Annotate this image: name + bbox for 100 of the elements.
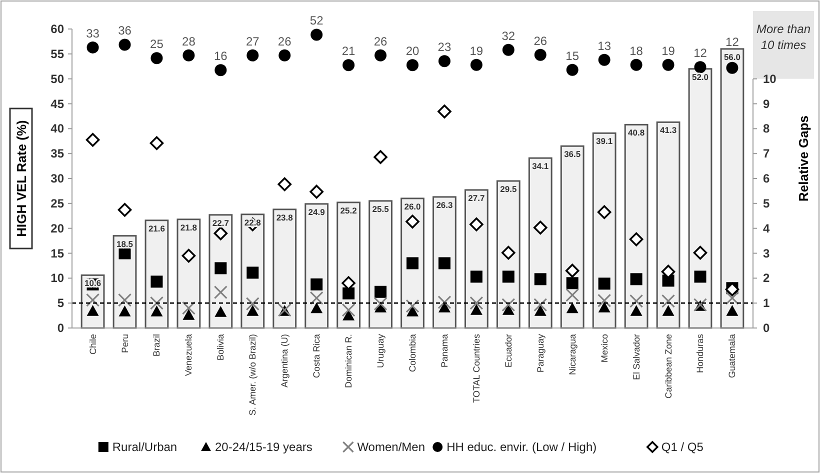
data-label: 29.5 [500,184,517,194]
legend-label: Women/Men [357,440,426,454]
bar [304,203,329,329]
annotation: 19 [662,44,676,58]
point [246,49,259,62]
point [150,276,163,288]
y2-tick-label: 7 [763,146,770,161]
point [374,49,387,62]
y-tick-label: 10 [50,271,64,286]
annotation: 26 [374,34,388,48]
x-tick-label: Guatemala [727,334,738,378]
point [534,305,546,316]
point [86,41,99,54]
x-tick-label: Brazil [152,334,162,357]
annotation: 25 [150,37,164,52]
point [438,257,450,270]
point [150,296,164,310]
x-tick-label: Dominican R. [344,334,354,388]
point [118,306,131,316]
y2-axis-title: Relative Gaps [796,116,811,202]
point [566,277,578,290]
annotation: 32 [502,28,516,43]
y-tick-label: 40 [50,122,64,136]
point [565,264,580,278]
point [214,262,227,274]
point [629,232,644,246]
y-tick-label: 60 [50,22,64,36]
point [438,296,452,310]
data-label: 34.1 [532,161,549,172]
point [214,226,228,240]
data-label: 39.1 [596,136,613,146]
point [598,278,610,290]
point [342,303,356,317]
legend-label: Rural/Urban [112,440,178,454]
point [534,298,548,312]
point [182,49,195,62]
point [406,59,418,72]
y2-tick-label: 2 [763,271,770,286]
legend-label: Q1 / Q5 [661,440,704,454]
data-label: 27.7 [468,192,485,203]
annotation: 27 [246,34,260,48]
point [630,273,642,286]
x-tick-label: Panama [439,334,450,368]
point [598,294,612,308]
bar [592,132,616,329]
point [470,58,482,71]
point [470,217,484,232]
point [182,248,196,263]
point [693,246,708,260]
point [214,306,227,317]
x-tick-label: Paraguay [535,334,546,373]
point [118,247,131,260]
x-tick-label: Nicaragua [567,334,578,376]
x-tick-label: TOTAL Countries [471,334,482,403]
point [374,286,387,298]
x-tick-label: Venezuela [184,334,194,376]
point [406,214,420,229]
point [86,132,100,147]
point [118,293,132,307]
data-label: 40.8 [628,128,645,138]
y2-tick-label: 3 [763,246,770,260]
point [470,270,482,283]
x-tick-label: Argentina (U) [280,334,290,388]
bar [656,121,680,329]
y-tick-label: 15 [50,246,64,260]
annotation: 33 [86,26,100,40]
bar [688,68,712,329]
point [630,294,644,308]
data-label: 26.3 [436,200,454,210]
point [374,297,388,311]
point [342,287,355,300]
point [310,291,324,305]
point [310,28,323,41]
point [86,305,99,316]
annotation: 26 [278,34,292,48]
y-tick-label: 20 [50,221,64,236]
point [598,54,610,66]
point [310,184,324,199]
point [566,288,580,302]
y-tick-label: 30 [50,172,64,186]
y2-tick-label: 5 [763,196,770,210]
y-tick-label: 45 [50,96,64,111]
point [150,52,163,64]
point [374,150,388,164]
point [726,305,738,316]
point [182,309,195,320]
data-label: 41.3 [660,125,677,136]
bar [720,48,744,329]
data-label: 21.8 [180,222,198,232]
point [342,59,355,72]
point [566,64,578,76]
point [214,64,227,76]
x-tick-label: El Salvador [631,334,642,380]
y-tick-label: 0 [57,321,64,335]
point [726,62,738,74]
data-label: 25.2 [340,205,358,216]
bar [368,200,392,329]
point [150,306,163,316]
x-tick-label: Peru [120,334,130,354]
point [598,302,610,312]
